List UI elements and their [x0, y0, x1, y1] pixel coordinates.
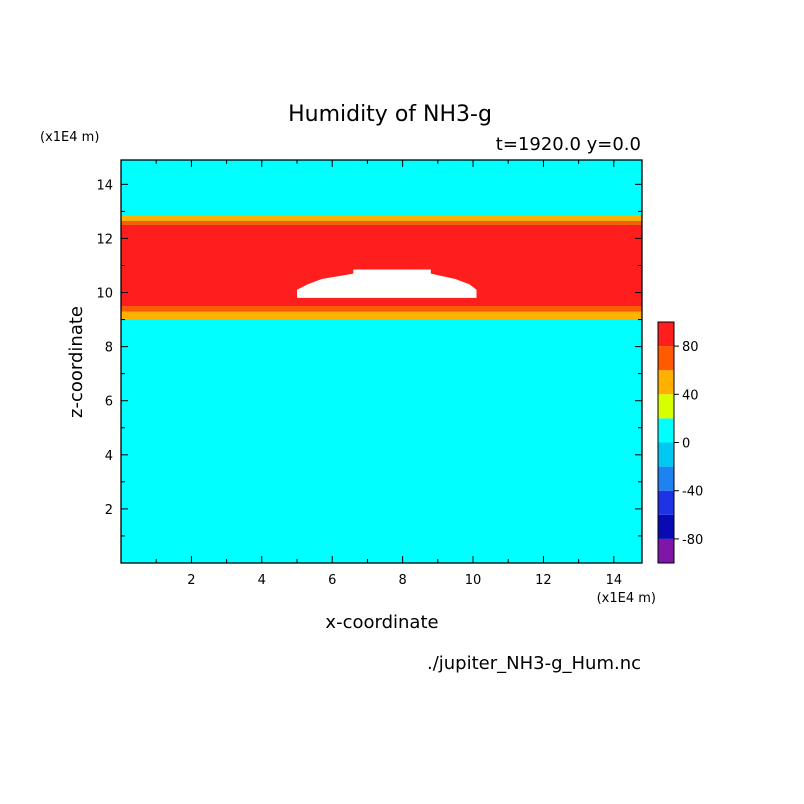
- colorbar-swatch: [658, 490, 674, 515]
- x-tick-label: 8: [398, 573, 406, 588]
- colorbar-label: -80: [682, 533, 703, 548]
- colorbar-swatch: [658, 514, 674, 539]
- x-tick-label: 4: [258, 573, 266, 588]
- x-tick-label: 6: [328, 573, 336, 588]
- x-tick-label: 2: [187, 573, 195, 588]
- colorbar-swatch: [658, 418, 674, 443]
- colorbar-swatch: [658, 466, 674, 491]
- source-file-label: ./jupiter_NH3-g_Hum.nc: [427, 653, 641, 674]
- z-tick-label: 12: [96, 232, 113, 247]
- z-tick-label: 8: [105, 341, 113, 356]
- x-unit-label: (x1E4 m): [597, 591, 656, 606]
- colorbar-swatch: [658, 538, 674, 563]
- humidity-band-1: [121, 306, 642, 312]
- colorbar-label: 80: [682, 340, 699, 355]
- x-tick-label: 14: [606, 573, 623, 588]
- colorbar-swatch: [658, 322, 674, 347]
- chart-title: Humidity of NH3-g: [288, 102, 492, 127]
- humidity-band-3: [121, 220, 642, 225]
- undefined-region: [297, 269, 477, 298]
- z-tick-label: 6: [105, 395, 113, 410]
- colorbar-label: 40: [682, 388, 699, 403]
- plot-frame: [120, 159, 643, 564]
- x-axis-label: x-coordinate: [325, 612, 438, 633]
- z-tick-label: 10: [96, 287, 113, 302]
- z-tick-label: 2: [105, 503, 113, 518]
- colorbar-swatch: [658, 442, 674, 467]
- chart-subtitle: t=1920.0 y=0.0: [496, 134, 641, 155]
- z-axis-label: z-coordinate: [66, 306, 87, 418]
- z-axis: 2 4 6 8 10 12 14: [96, 178, 642, 537]
- colorbar-label: -40: [682, 485, 703, 500]
- humidity-band-4: [121, 215, 642, 221]
- z-tick-label: 4: [105, 449, 113, 464]
- colorbar-swatch: [658, 394, 674, 419]
- humidity-band-0: [121, 311, 642, 320]
- colorbar-swatch: [658, 346, 674, 371]
- colorbar-label: 0: [682, 437, 690, 452]
- colorbar-swatch: [658, 370, 674, 395]
- x-tick-label: 12: [535, 573, 552, 588]
- z-tick-label: 14: [96, 178, 113, 193]
- plot-area: [120, 159, 643, 564]
- z-unit-label: (x1E4 m): [40, 130, 99, 145]
- x-tick-label: 10: [465, 573, 482, 588]
- x-axis: 2 4 6 8 10 12 14: [155, 160, 623, 588]
- colorbar: -80 -40 0 40 80: [657, 321, 703, 564]
